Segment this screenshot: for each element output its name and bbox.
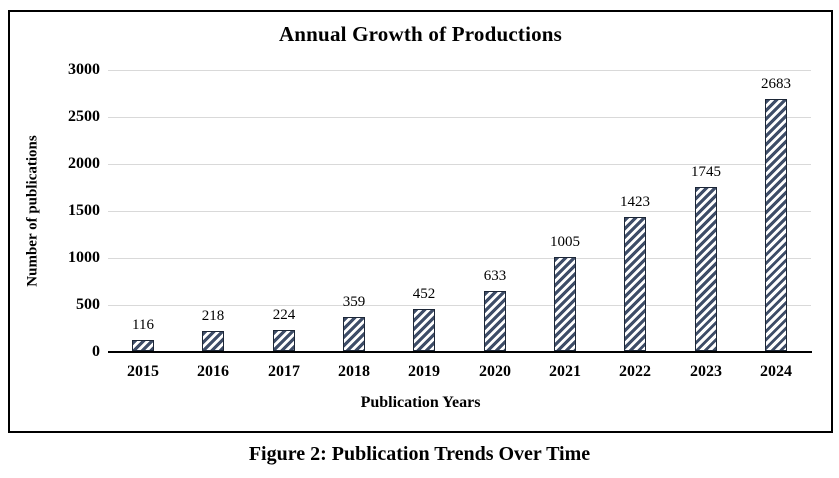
figure-caption: Figure 2: Publication Trends Over Time [248,443,591,465]
y-tick-label-1000: 1000 [68,249,100,266]
gridline-3000 [108,70,811,71]
bar-2021 [554,257,576,351]
bar-value-label-2023: 1745 [691,164,721,180]
bar-2019 [413,309,435,351]
bar-value-label-2018: 359 [342,294,366,310]
x-tick-label-2017: 2017 [268,363,300,380]
y-tick-label-2500: 2500 [68,108,100,125]
x-tick-label-2022: 2022 [619,363,651,380]
bar-2015 [132,340,154,351]
bar-value-label-2021: 1005 [550,234,580,250]
x-tick-label-2024: 2024 [760,363,792,380]
x-tick-label-2019: 2019 [408,363,440,380]
x-tick-label-2020: 2020 [479,363,511,380]
x-tick-label-2023: 2023 [690,363,722,380]
x-tick-label-2016: 2016 [197,363,229,380]
gridline-2000 [108,164,811,165]
x-tick-label-2018: 2018 [338,363,370,380]
bar-2022 [624,217,646,351]
x-tick-label-2021: 2021 [549,363,581,380]
y-tick-label-3000: 3000 [68,61,100,78]
bar-2024 [765,99,787,351]
x-axis-title: Publication Years [360,394,481,411]
y-tick-label-0: 0 [92,343,100,360]
y-tick-label-2000: 2000 [68,155,100,172]
gridline-500 [108,305,811,306]
bar-value-label-2024: 2683 [761,76,791,92]
chart-title: Annual Growth of Productions [278,22,563,46]
gridline-2500 [108,117,811,118]
gridline-1000 [108,258,811,259]
bar-2016 [202,331,224,351]
bar-value-label-2019: 452 [412,286,436,302]
bar-2018 [343,317,365,351]
x-tick-label-2015: 2015 [127,363,159,380]
bar-value-label-2022: 1423 [620,194,650,210]
gridline-1500 [108,211,811,212]
bar-value-label-2015: 116 [132,317,154,333]
bar-value-label-2017: 224 [272,307,296,323]
y-tick-label-500: 500 [76,296,100,313]
bar-value-label-2016: 218 [201,308,225,324]
x-axis-line [108,351,812,353]
bar-2020 [484,291,506,351]
bar-2023 [695,187,717,351]
y-tick-label-1500: 1500 [68,202,100,219]
bar-2017 [273,330,295,351]
bar-value-label-2020: 633 [483,268,507,284]
